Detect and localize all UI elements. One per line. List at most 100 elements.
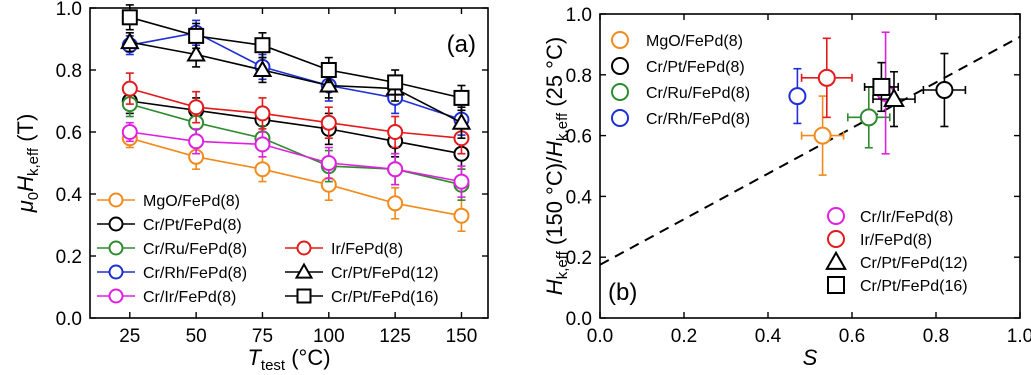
legend-entry: Ir/FePd(8): [285, 240, 403, 258]
data-point: [252, 59, 273, 78]
y-axis-label-part: (25 °C): [542, 37, 567, 113]
x-axis-label: Ttest (°C): [247, 345, 330, 374]
data-point: [872, 77, 891, 96]
panel-a-label: (a): [447, 31, 476, 58]
y-tick-label: 0.2: [566, 248, 592, 269]
legend-marker: [296, 288, 312, 304]
legend-label: Ir/FePd(8): [331, 241, 403, 258]
point-5: [800, 37, 853, 119]
legend-entry: MgO/FePd(8): [611, 31, 743, 50]
y-tick-label: 0.4: [566, 187, 593, 208]
x-tick-label: 50: [186, 326, 207, 347]
x-tick-label: 1.0: [1007, 326, 1031, 347]
y-axis-label: Hk,eff (150 °C)/Hk,eff (25 °C): [542, 37, 571, 295]
legend-label: Cr/Pt/FePd(16): [331, 289, 439, 306]
legend-marker: [827, 230, 845, 248]
data-point: [188, 99, 205, 116]
data-point: [254, 161, 271, 178]
legend-label: Cr/Pt/FePd(8): [143, 217, 242, 234]
plot-frame: [599, 13, 1021, 319]
x-tick-label: 100: [313, 326, 345, 347]
data-point: [387, 161, 404, 178]
point-0: [800, 95, 845, 176]
x-tick-label: 150: [446, 326, 478, 347]
y-axis-label-part: (150 °C)/: [542, 156, 567, 251]
data-point: [120, 32, 140, 50]
legend-label: Cr/Ru/FePd(8): [143, 241, 247, 258]
legend-label: MgO/FePd(8): [646, 33, 743, 50]
point-2: [846, 86, 891, 149]
series-line: [129, 137, 462, 217]
y-tick-label: 0.0: [56, 309, 82, 330]
y-axis-label-part: H: [542, 141, 567, 157]
legend-label: Cr/Pt/FePd(16): [860, 278, 968, 295]
y-tick-label: 0.6: [566, 127, 592, 148]
legend-marker: [108, 192, 124, 208]
y-axis-label-part: k,eff: [554, 112, 571, 141]
series-line: [129, 41, 462, 124]
y-axis-label: μ0Hk,eff (T): [13, 114, 42, 214]
legend-entry: MgO/FePd(8): [97, 192, 240, 210]
data-point: [320, 155, 337, 171]
data-point: [935, 81, 954, 99]
y-tick-label: 0.8: [56, 61, 82, 82]
data-point: [121, 9, 138, 26]
y-tick-label: 0.4: [56, 185, 83, 206]
y-axis-label-h: H: [13, 176, 38, 192]
data-point: [188, 27, 205, 44]
data-point: [817, 68, 836, 87]
legend-marker: [825, 250, 847, 270]
series-line: [129, 16, 462, 99]
series-line: [129, 100, 462, 155]
legend-marker: [108, 264, 124, 280]
legend-entry: Cr/Pt/FePd(16): [285, 288, 439, 306]
data-point: [859, 108, 878, 127]
data-point: [453, 173, 470, 190]
panel-a: 25 50 75 100 125 150 0.0 0.2 0.4 0.6 0.8 1.0 (a) Ttes…: [13, 0, 489, 374]
series-7: [121, 4, 470, 112]
legend-marker: [108, 240, 124, 256]
x-axis-label-var: T: [247, 345, 262, 370]
plot-frame: [89, 7, 489, 319]
series-line: [129, 31, 462, 121]
x-tick-label: 75: [252, 326, 273, 347]
legend-entry: Cr/Ru/FePd(8): [611, 83, 750, 102]
data-point: [813, 126, 832, 145]
legend-marker: [611, 57, 629, 75]
legend-entry: Cr/Ru/FePd(8): [97, 240, 247, 258]
legend-a: MgO/FePd(8) Cr/Pt/FePd(8) Cr/Ru/FePd(8) Cr/…: [97, 192, 439, 306]
series-5: [120, 31, 472, 139]
x-tick-label: 0.4: [755, 326, 782, 347]
y-tick-label: 1.0: [566, 5, 592, 26]
y-axis-label-sub0: 0: [25, 192, 42, 200]
x-tick-label: 125: [379, 326, 411, 347]
legend-marker: [611, 83, 629, 101]
point-7: [863, 61, 900, 113]
point-6: [872, 70, 916, 128]
legend-label: Cr/Pt/FePd(8): [646, 59, 745, 76]
panel-b-label: (b): [608, 279, 637, 306]
data-point: [788, 87, 807, 106]
legend-marker: [827, 276, 845, 294]
y-tick-label: 0.0: [566, 309, 592, 330]
series-0: [121, 128, 470, 232]
data-point: [319, 75, 339, 93]
legend-marker: [294, 262, 314, 279]
legend-entry: Cr/Pt/FePd(12): [285, 262, 439, 282]
data-point: [254, 37, 271, 54]
series-line: [129, 131, 462, 183]
legend-entry: Cr/Ir/FePd(8): [827, 207, 953, 226]
data-point: [883, 87, 905, 108]
y-axis-label-mu: μ: [13, 200, 38, 213]
data-point: [387, 74, 404, 91]
legend-marker: [296, 240, 312, 256]
legend-entry: Cr/Rh/FePd(8): [97, 264, 247, 282]
legend-label: Cr/Rh/FePd(8): [646, 111, 750, 128]
x-axis-label: S: [803, 345, 818, 370]
point-1: [922, 52, 967, 128]
series-6: [121, 121, 470, 198]
legend-label: MgO/FePd(8): [143, 193, 240, 210]
legend-marker: [611, 31, 629, 49]
legend-entry: Cr/Rh/FePd(8): [611, 109, 750, 128]
